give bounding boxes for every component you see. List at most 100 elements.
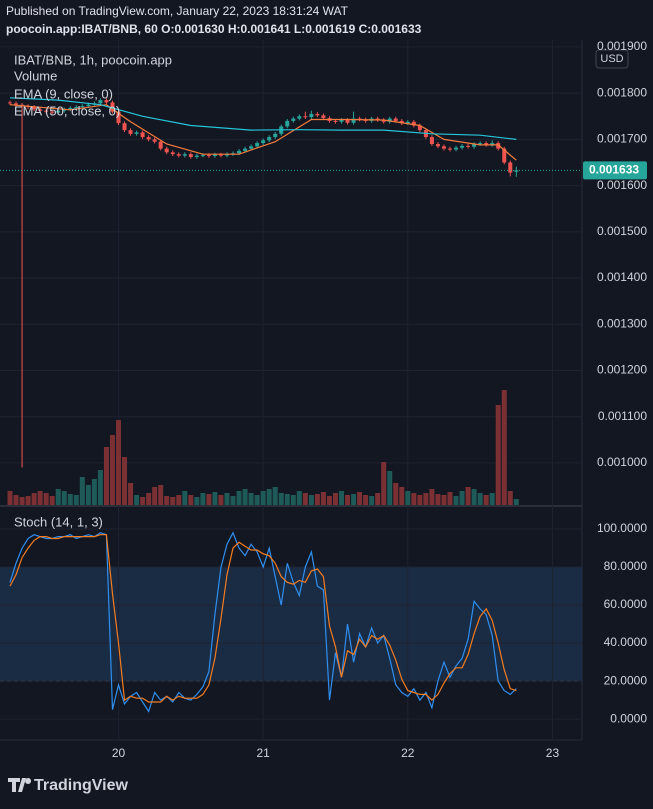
ema-legend: EMA (50, close, 0): [14, 103, 120, 118]
volume-bar: [447, 492, 453, 505]
volume-bar: [164, 496, 170, 505]
volume-bar: [140, 497, 146, 505]
candle-body: [261, 140, 266, 144]
volume-bar: [272, 487, 278, 505]
ema-line: [9, 104, 517, 161]
volume-bar: [411, 493, 417, 505]
volume-bar: [417, 495, 423, 505]
volume-bar: [152, 487, 158, 505]
last-price-bg: [583, 161, 647, 180]
volume-bar: [67, 494, 73, 505]
stoch-tick-label: 40.0000: [604, 635, 648, 649]
volume-bar: [302, 493, 308, 505]
volume-bar: [266, 489, 272, 505]
stoch-tick-label: 20.0000: [604, 673, 648, 687]
volume-bar: [477, 493, 483, 505]
volume-bar: [91, 479, 97, 505]
volume-bar: [170, 497, 176, 505]
x-tick-label: 22: [401, 746, 415, 760]
candle-body: [466, 145, 471, 147]
volume-bar: [284, 494, 290, 505]
candle-body: [309, 113, 314, 118]
price-tick-label: 0.001400: [597, 270, 647, 284]
volume-bar: [146, 493, 152, 505]
volume-bar: [278, 493, 284, 505]
ema-line: [9, 97, 517, 140]
candle-body: [411, 121, 416, 126]
candle-body: [249, 146, 254, 149]
volume-bar: [61, 491, 67, 505]
candle-body: [140, 132, 145, 138]
volume-bar: [345, 495, 351, 505]
candle-body: [110, 102, 115, 112]
volume-bar: [134, 495, 140, 505]
candle-body: [224, 154, 229, 156]
candle-body: [399, 120, 404, 124]
volume-bar: [158, 485, 164, 505]
x-tick-label: 20: [112, 746, 126, 760]
candle-body: [134, 132, 139, 134]
candle-body: [484, 143, 489, 145]
candle-body: [387, 118, 392, 122]
volume-bar: [242, 489, 248, 505]
x-tick-label: 21: [256, 746, 270, 760]
candle-body: [448, 148, 453, 150]
volume-bar: [37, 491, 43, 505]
volume-bar: [212, 492, 218, 505]
candle-body: [393, 118, 398, 121]
candle-body: [375, 118, 380, 120]
volume-bar: [489, 493, 495, 505]
candle-body: [200, 155, 205, 157]
volume-bar: [55, 489, 61, 505]
volume-bar: [459, 491, 465, 505]
price-tick-label: 0.001000: [597, 455, 647, 469]
price-tick-label: 0.001200: [597, 363, 647, 377]
volume-bar: [423, 493, 429, 505]
candle-body: [429, 137, 434, 145]
stoch-tick-label: 60.0000: [604, 597, 648, 611]
candle-body: [50, 111, 55, 113]
currency[interactable]: USD: [600, 53, 623, 65]
volume-bar: [109, 435, 115, 505]
candle-body: [237, 150, 242, 154]
volume-bar: [254, 495, 260, 505]
candle-body: [315, 113, 320, 116]
price-tick-label: 0.001600: [597, 178, 647, 192]
price-tick-label: 0.001300: [597, 316, 647, 330]
candle-body: [164, 148, 169, 153]
volume-bar: [290, 495, 296, 505]
volume-bar: [357, 492, 363, 505]
tradingview-logo: [8, 778, 32, 792]
candle-body: [128, 130, 133, 134]
candle-body: [285, 120, 290, 127]
candle-body: [454, 147, 459, 150]
candle-body: [170, 152, 175, 155]
volume-bar: [176, 495, 182, 505]
volume-bar: [363, 495, 369, 505]
candle-body: [496, 143, 501, 149]
volume-bar: [375, 493, 381, 505]
candle-body: [38, 109, 43, 111]
candle-body: [273, 133, 278, 138]
candle-body: [176, 154, 181, 156]
price-tick-label: 0.001900: [597, 39, 647, 53]
volume-bar: [339, 491, 345, 505]
volume-bar: [206, 494, 212, 505]
stoch-tick-label: 0.0000: [610, 711, 647, 725]
currency-button[interactable]: [595, 49, 629, 69]
published: Published on TradingView.com, January 22…: [6, 4, 349, 18]
candle-body: [460, 145, 465, 148]
volume-bar: [200, 493, 206, 505]
candle-body: [502, 148, 507, 163]
candle-body: [243, 148, 248, 151]
stoch-title: Stoch (14, 1, 3): [14, 514, 103, 529]
volume-bar: [369, 496, 375, 505]
candle-body: [44, 110, 49, 112]
candle-body: [435, 144, 440, 147]
volume-bar: [218, 495, 224, 505]
volume-bar: [501, 390, 507, 505]
stoch-tick-label: 80.0000: [604, 559, 648, 573]
candle-body: [206, 155, 211, 157]
volume-bar: [115, 420, 121, 505]
